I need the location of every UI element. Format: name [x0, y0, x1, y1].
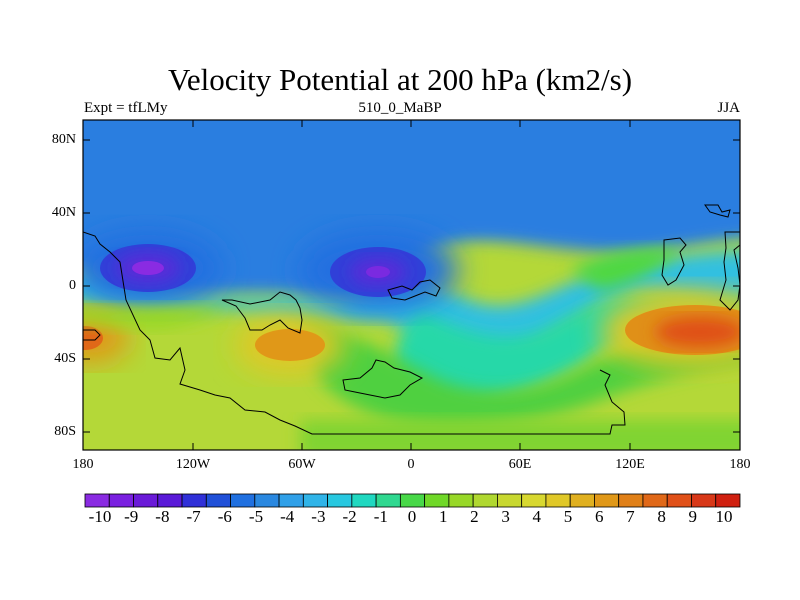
colorbar-box: [181, 493, 207, 508]
colorbar-label: 5: [563, 507, 573, 526]
colorbar-label: 6: [594, 507, 604, 526]
colorbar-label: 3: [501, 507, 510, 526]
colorbar-box: [278, 493, 304, 508]
lon-tick-label: 180: [72, 457, 94, 472]
colorbar-box: [642, 493, 668, 508]
colorbar-box: [351, 493, 377, 508]
colorbar-label: 4: [532, 507, 542, 526]
colorbar-label: 9: [688, 507, 698, 526]
lon-tick-label: 120W: [175, 457, 211, 472]
colorbar-box: [472, 493, 498, 508]
colorbar-box: [399, 493, 426, 508]
colorbar-box: [448, 493, 474, 508]
velocity-field: [83, 120, 740, 450]
colorbar-label: 0: [407, 507, 417, 526]
lon-tick-label: 60E: [508, 457, 532, 472]
season-label: JJA: [717, 100, 740, 116]
colorbar-label: 7: [626, 507, 635, 526]
colorbar-box: [205, 493, 231, 508]
colorbar-box: [133, 493, 159, 508]
colorbar-box: [497, 493, 523, 508]
time-label: 510_0_MaBP: [358, 100, 442, 116]
colorbar-box: [375, 493, 401, 508]
lon-tick-label: 60W: [288, 457, 316, 472]
colorbar-box: [569, 493, 595, 508]
colorbar-label: -1: [373, 507, 388, 526]
colorbar-box: [666, 493, 692, 508]
colorbar-labels: -10 -9 -8 -7 -6 -5 -4 -3 -2 -1 0 1 2 3 4 5 6 7 8 9 10: [0, 507, 800, 529]
coastlines: [83, 204, 740, 435]
experiment-label: Expt = tfLMy: [84, 100, 168, 116]
colorbar-box: [691, 493, 717, 508]
colorbar-box: [302, 493, 328, 508]
colorbar-label: -3: [311, 507, 326, 526]
colorbar-label: 8: [657, 507, 666, 526]
lat-tick-label: 0: [69, 278, 76, 293]
lon-ticks: [192, 120, 631, 450]
colorbar-box: [157, 493, 183, 508]
lat-tick-label: 80S: [54, 424, 76, 439]
lon-tick-label: 180: [729, 457, 751, 472]
colorbar-box: [545, 493, 571, 508]
colorbar-box: [327, 493, 353, 508]
colorbar-label: 2: [470, 507, 479, 526]
colorbar-box: [618, 493, 644, 508]
colorbar-box: [715, 493, 741, 508]
colorbar-box: [230, 493, 256, 508]
colorbar: [84, 493, 741, 508]
colorbar-label: -10: [88, 507, 112, 526]
colorbar-box: [254, 493, 280, 508]
colorbar-label: 1: [438, 507, 448, 526]
colorbar-box: [424, 493, 450, 508]
colorbar-label: -8: [155, 507, 170, 526]
lon-tick-label: 120E: [615, 457, 645, 472]
colorbar-label: 10: [715, 507, 733, 526]
colorbar-label: -5: [248, 507, 264, 526]
lat-ticks: [83, 139, 740, 433]
colorbar-label: -7: [186, 507, 201, 526]
lon-tick-label: 0: [407, 457, 415, 472]
colorbar-label: -9: [124, 507, 139, 526]
colorbar-label: -6: [217, 507, 232, 526]
plot-title: Velocity Potential at 200 hPa (km2/s): [167, 62, 633, 97]
lat-tick-label: 40S: [54, 351, 76, 366]
colorbar-box: [521, 493, 547, 508]
colorbar-box: [594, 493, 620, 508]
colorbar-label: -2: [342, 507, 357, 526]
colorbar-label: -4: [280, 507, 295, 526]
colorbar-box: [84, 493, 110, 508]
colorbar-box: [108, 493, 134, 508]
lat-tick-label: 40N: [51, 205, 76, 220]
lat-tick-label: 80N: [51, 132, 76, 147]
